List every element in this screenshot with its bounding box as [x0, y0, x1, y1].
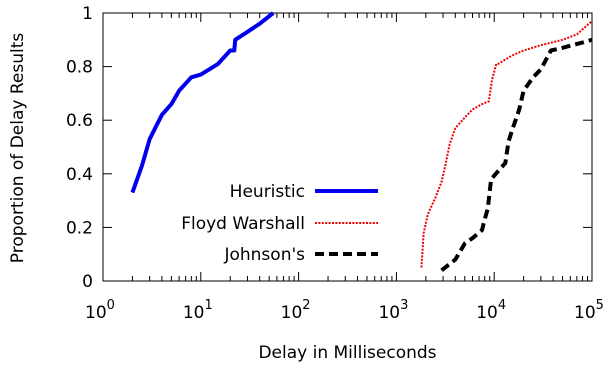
- series-line-floyd-warshall: [420, 20, 593, 268]
- y-tick-label: 0.2: [66, 218, 93, 238]
- y-tick-label: 0: [82, 272, 93, 292]
- x-tick-label: 103: [378, 298, 408, 323]
- plot-frame: [102, 12, 593, 282]
- legend-label: Floyd Warshall: [181, 214, 305, 234]
- y-tick-label: 0.6: [66, 111, 93, 131]
- y-tick-label: 0.4: [66, 165, 93, 185]
- y-tick-label: 0.8: [66, 58, 93, 78]
- y-tick-label: 1: [82, 4, 93, 24]
- axes: 100 101 102 103 104 105 0 0.2 0.4 0.6 0.8 1: [66, 4, 604, 323]
- legend: Heuristic Floyd Warshall Johnson's: [181, 182, 378, 265]
- x-tick-label: 100: [85, 298, 115, 323]
- plot-area: [130, 11, 593, 272]
- legend-label: Heuristic: [230, 182, 305, 202]
- x-tick-label: 105: [574, 298, 604, 323]
- x-tick-label: 102: [281, 298, 311, 323]
- series-line-johnson-s: [440, 37, 593, 272]
- y-axis-label: Proportion of Delay Results: [8, 33, 28, 264]
- x-tick-label: 101: [183, 298, 213, 323]
- legend-label: Johnson's: [223, 245, 305, 265]
- series-line-heuristic: [130, 11, 275, 194]
- x-axis-label: Delay in Milliseconds: [258, 343, 436, 363]
- x-tick-label: 104: [476, 298, 506, 323]
